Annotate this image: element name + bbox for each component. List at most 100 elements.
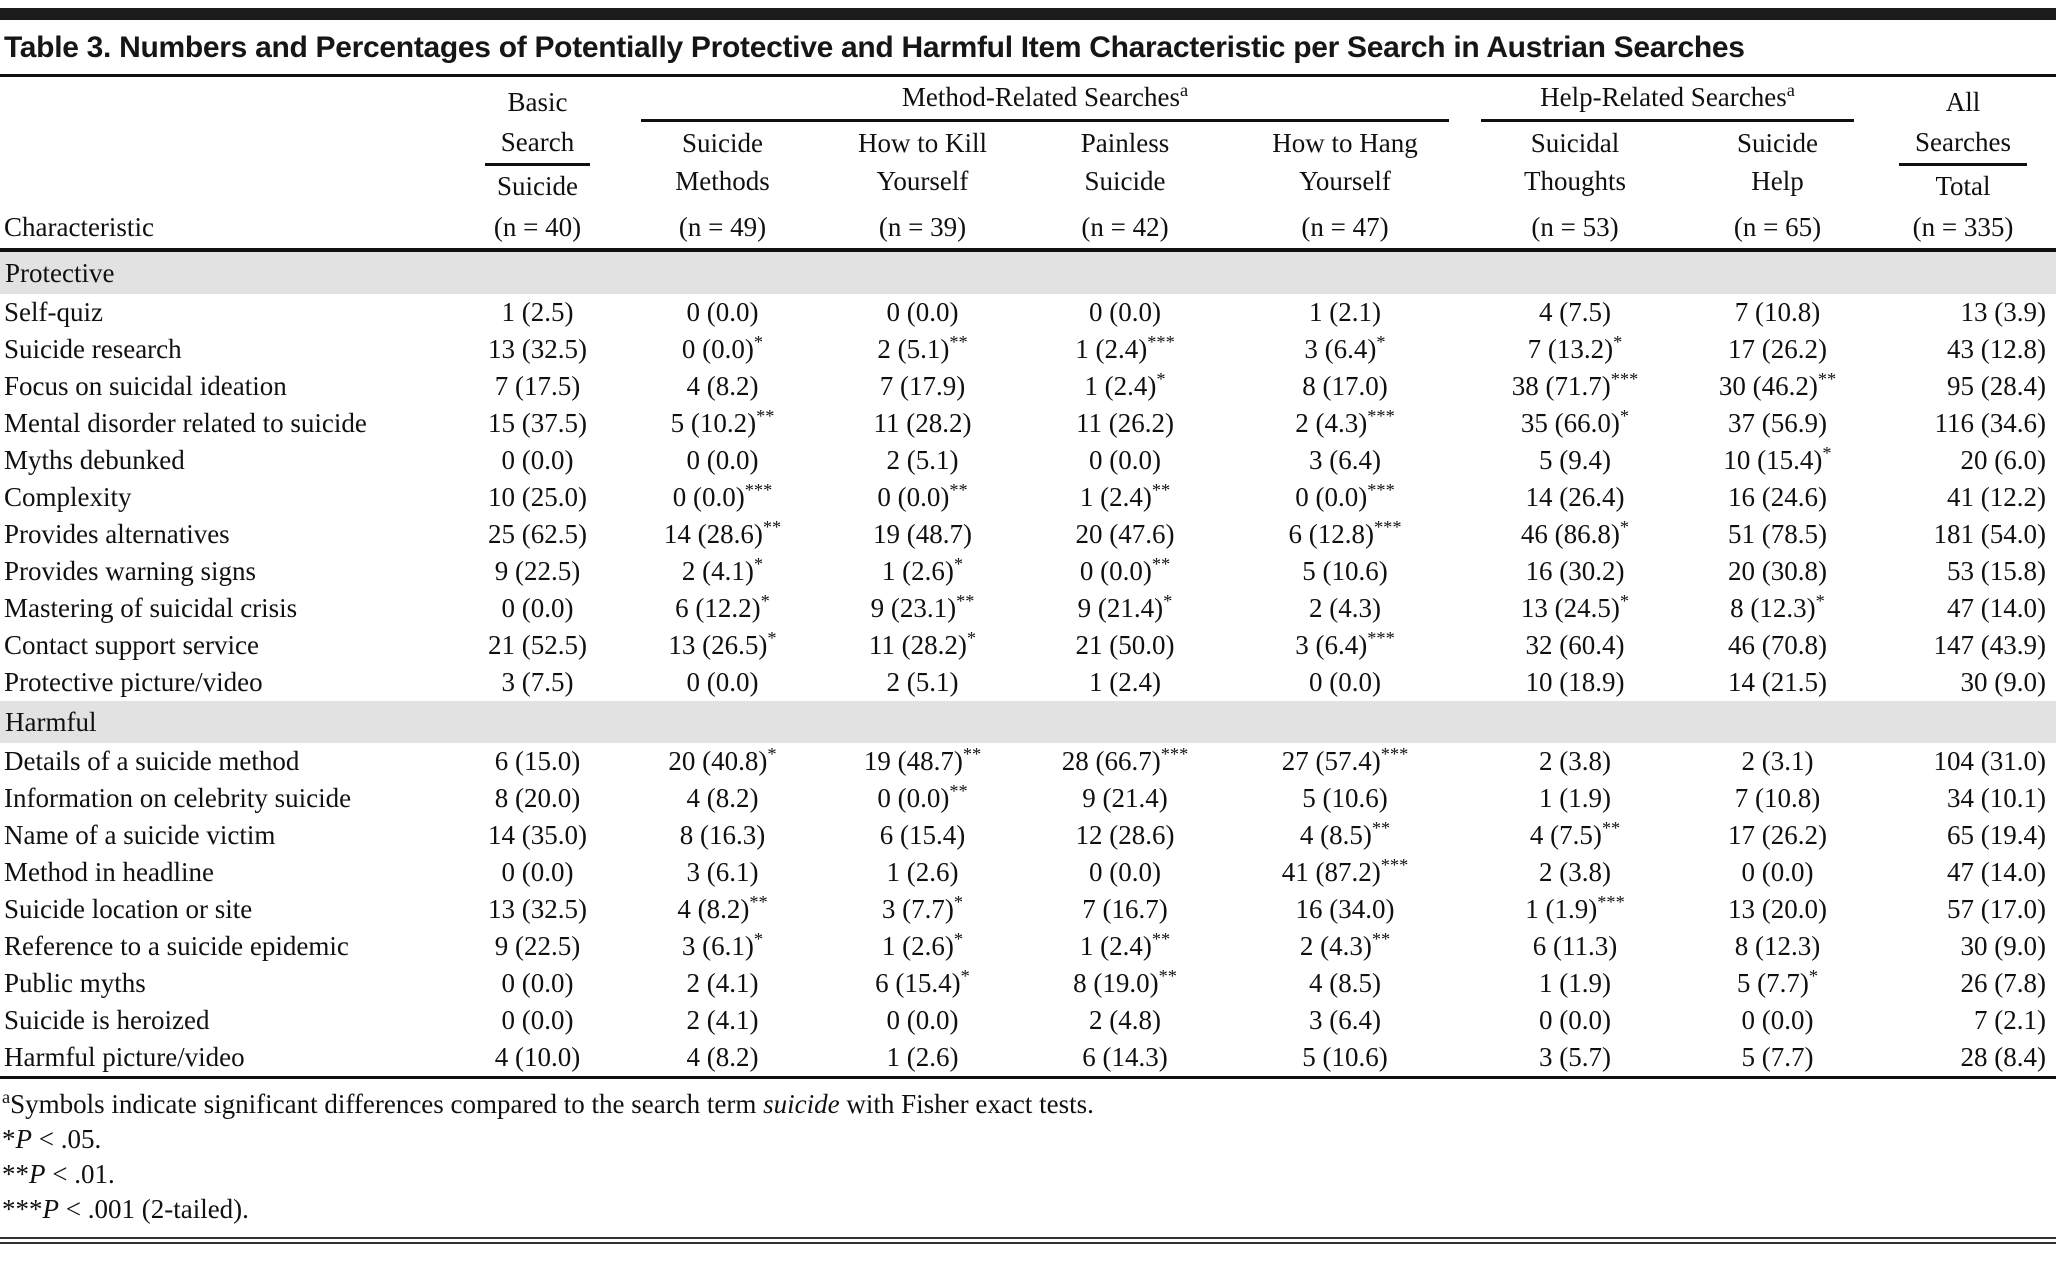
value-cell: 7 (10.8)	[1734, 297, 1821, 327]
value-cell: 4 (8.5)**	[1299, 818, 1391, 850]
value-cell: 13 (32.5)	[488, 334, 587, 364]
significance-stars: *	[753, 554, 764, 574]
value-cell: 5 (10.6)	[1302, 556, 1388, 586]
table-row: Suicide research 13 (32.5) 0 (0.0)* 2 (5.1)…	[0, 331, 2056, 368]
section-header-protective: Protective	[0, 250, 2056, 294]
significance-stars: *	[953, 929, 964, 949]
significance-stars: ***	[1373, 517, 1402, 537]
value-cell: 30 (46.2)**	[1718, 369, 1837, 401]
value-cell: 0 (0.0)	[501, 857, 574, 887]
significance-stars: ***	[744, 480, 773, 500]
table-row: Information on celebrity suicide 8 (20.0)…	[0, 780, 2056, 817]
significance-stars: *	[953, 892, 964, 912]
characteristic-cell: Suicide is heroized	[4, 1005, 210, 1035]
value-cell: 11 (26.2)	[1076, 408, 1174, 438]
significance-stars: **	[1371, 929, 1391, 949]
value-cell: 9 (21.4)*	[1077, 591, 1173, 623]
value-cell: 41 (12.2)	[1947, 482, 2047, 512]
value-cell: 2 (4.3)**	[1299, 929, 1391, 961]
header-row-n: Characteristic (n = 40) (n = 49) (n = 39) (n…	[0, 206, 2056, 250]
value-cell: 8 (20.0)	[494, 783, 581, 813]
significance-stars: *	[1376, 332, 1386, 352]
column-group-label: Search	[484, 122, 591, 166]
value-cell: 8 (16.3)	[679, 820, 766, 850]
table-row: Public myths 0 (0.0) 2 (4.1) 6 (15.4)* 8 (19…	[0, 965, 2056, 1002]
value-cell: 1 (2.1)	[1309, 297, 1381, 327]
value-cell: 0 (0.0)	[886, 1005, 959, 1035]
footnote-a: aSymbols indicate significant difference…	[2, 1087, 1094, 1119]
header-row-sub2: Suicide Total	[0, 166, 2056, 206]
significance-stars: *	[1619, 517, 1630, 537]
characteristic-cell: Name of a suicide victim	[4, 820, 276, 850]
value-cell: 116 (34.6)	[1934, 408, 2047, 438]
value-cell: 6 (12.2)*	[675, 591, 770, 623]
significance-stars: ***	[1367, 480, 1395, 500]
table-row: Name of a suicide victim 14 (35.0) 8 (16.3…	[0, 817, 2056, 854]
characteristic-cell: Harmful picture/video	[4, 1042, 245, 1072]
significance-stars: **	[1151, 929, 1171, 949]
value-cell: 0 (0.0)	[1089, 297, 1161, 327]
value-cell: 19 (48.7)	[873, 519, 972, 549]
table-row: Contact support service 21 (52.5) 13 (26.5…	[0, 627, 2056, 664]
footnote-marker: a	[1786, 80, 1795, 100]
sample-size-2-1: (n = 65)	[1733, 212, 1822, 242]
value-cell: 9 (21.4)	[1082, 783, 1168, 813]
characteristic-cell: Method in headline	[4, 857, 214, 887]
value-cell: 13 (24.5)*	[1520, 591, 1630, 623]
subcolumn-label-0-0: Suicide	[497, 171, 578, 201]
value-cell: 4 (7.5)	[1539, 297, 1611, 327]
value-cell: 2 (4.3)	[1309, 593, 1381, 623]
value-cell: 1 (1.9)	[1539, 783, 1611, 813]
value-cell: 2 (4.1)	[686, 968, 759, 998]
sample-size-0-0: (n = 40)	[493, 212, 582, 242]
characteristic-cell: Provides warning signs	[4, 556, 256, 586]
value-cell: 1 (1.9)***	[1525, 892, 1625, 924]
significance-stars: *	[767, 744, 777, 764]
value-cell: 2 (5.1)	[886, 445, 959, 475]
subcolumn-label-1-3: How to Hang Yourself	[1272, 128, 1418, 196]
significance-stars: *	[1822, 443, 1832, 463]
value-cell: 20 (47.6)	[1075, 519, 1175, 549]
significance-stars: **	[1371, 818, 1391, 838]
value-cell: 4 (8.2)	[686, 371, 759, 401]
value-cell: 14 (28.6)**	[663, 517, 782, 549]
value-cell: 3 (6.1)	[686, 857, 759, 887]
value-cell: 11 (28.2)*	[868, 628, 977, 660]
section-label: Protective	[0, 250, 2056, 294]
value-cell: 181 (54.0)	[1933, 519, 2047, 549]
table-row: Method in headline 0 (0.0) 3 (6.1) 1 (2.6) 0…	[0, 854, 2056, 891]
value-cell: 35 (66.0)*	[1520, 406, 1630, 438]
significance-stars: *	[1619, 591, 1630, 611]
value-cell: 3 (7.7)*	[881, 892, 964, 924]
value-cell: 0 (0.0)	[501, 1005, 574, 1035]
significance-stars: *	[953, 554, 964, 574]
value-cell: 7 (10.8)	[1734, 783, 1821, 813]
significance-stars: ***	[1147, 332, 1175, 352]
value-cell: 6 (15.0)	[494, 746, 581, 776]
characteristic-cell: Contact support service	[4, 630, 259, 660]
value-cell: 0 (0.0)	[1089, 445, 1161, 475]
significance-stars: *	[1619, 406, 1630, 426]
value-cell: 2 (5.1)	[886, 667, 959, 697]
value-cell: 3 (5.7)	[1539, 1042, 1611, 1072]
significance-stars: ***	[1380, 744, 1409, 764]
table-3: Basic Method-Related Searchesa Help-Relate…	[0, 77, 2056, 1079]
table-row: Protective picture/video 3 (7.5) 0 (0.0) 2 …	[0, 664, 2056, 701]
value-cell: 14 (26.4)	[1525, 482, 1625, 512]
subcolumn-label-1-2: Painless Suicide	[1080, 128, 1170, 196]
value-cell: 6 (11.3)	[1532, 931, 1618, 961]
value-cell: 12 (28.6)	[1075, 820, 1175, 850]
significance-stars: **	[1817, 369, 1837, 389]
footnote-p-1: *P < .05.	[2, 1124, 102, 1154]
p-symbol: P	[29, 1159, 46, 1189]
value-cell: 17 (26.2)	[1728, 334, 1827, 364]
column-group-label: Method-Related Searchesa	[641, 77, 1449, 122]
column-group-3-line2: Searches	[1870, 122, 2056, 166]
value-cell: 1 (2.4)	[1089, 667, 1161, 697]
value-cell: 9 (23.1)**	[870, 591, 975, 623]
value-cell: 21 (52.5)	[488, 630, 587, 660]
value-cell: 34 (10.1)	[1947, 783, 2047, 813]
value-cell: 5 (7.7)*	[1736, 966, 1819, 998]
significance-stars: **	[749, 892, 768, 912]
column-group-3-line1: All	[1945, 87, 1981, 117]
